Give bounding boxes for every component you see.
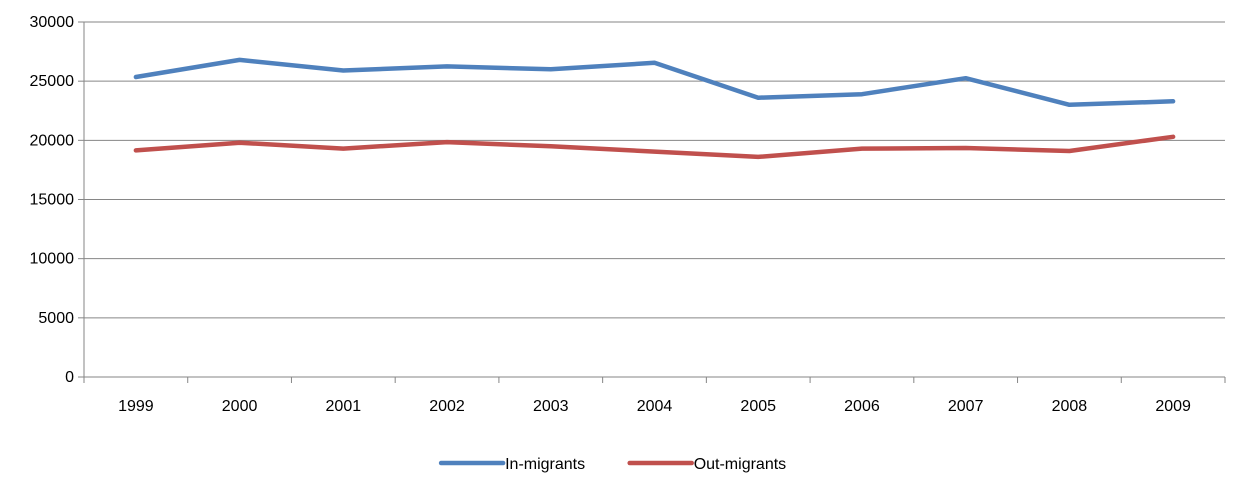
legend: In-migrants Out-migrants — [438, 456, 786, 473]
x-tick-label: 2008 — [1052, 398, 1088, 415]
y-tick-label: 30000 — [30, 14, 75, 31]
series-lines — [133, 57, 1176, 160]
x-tick-label: 2004 — [637, 398, 673, 415]
legend-label: In-migrants — [505, 456, 585, 473]
y-axis-tick-labels: 0 5000 10000 15000 20000 25000 30000 — [30, 14, 75, 386]
x-tick-label: 2001 — [326, 398, 362, 415]
series-line-in-migrants — [133, 57, 1176, 108]
axes — [78, 21, 1226, 383]
x-tick-label: 2003 — [533, 398, 569, 415]
y-tick-label: 10000 — [30, 251, 75, 268]
x-tick-label: 2007 — [948, 398, 984, 415]
y-tick-label: 5000 — [38, 310, 74, 327]
x-tick-label: 2009 — [1155, 398, 1191, 415]
series-line-out-migrants — [133, 134, 1176, 160]
legend-label: Out-migrants — [694, 456, 786, 473]
x-tick-label: 2006 — [844, 398, 880, 415]
x-axis-tick-labels: 1999 2000 2001 2002 2003 2004 2005 2006 2007 2008… — [118, 398, 1191, 415]
x-tick-label: 2000 — [222, 398, 258, 415]
y-tick-label: 25000 — [30, 73, 75, 90]
y-tick-label: 20000 — [30, 132, 75, 149]
x-tick-label: 1999 — [118, 398, 154, 415]
x-tick-label: 2005 — [740, 398, 776, 415]
y-tick-label: 0 — [65, 369, 74, 386]
gridlines — [84, 21, 1225, 319]
y-tick-label: 15000 — [30, 192, 75, 209]
x-tick-label: 2002 — [429, 398, 465, 415]
